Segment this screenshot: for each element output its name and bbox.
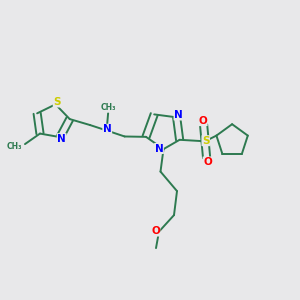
Text: O: O [151,226,160,236]
Text: O: O [198,116,207,126]
Text: N: N [57,134,66,144]
Text: N: N [103,124,112,134]
Text: CH₃: CH₃ [100,103,116,112]
Text: N: N [154,143,164,154]
Text: S: S [202,136,209,146]
Text: CH₃: CH₃ [7,142,22,151]
Text: S: S [53,97,61,107]
Text: N: N [174,110,183,120]
Text: O: O [203,157,212,167]
